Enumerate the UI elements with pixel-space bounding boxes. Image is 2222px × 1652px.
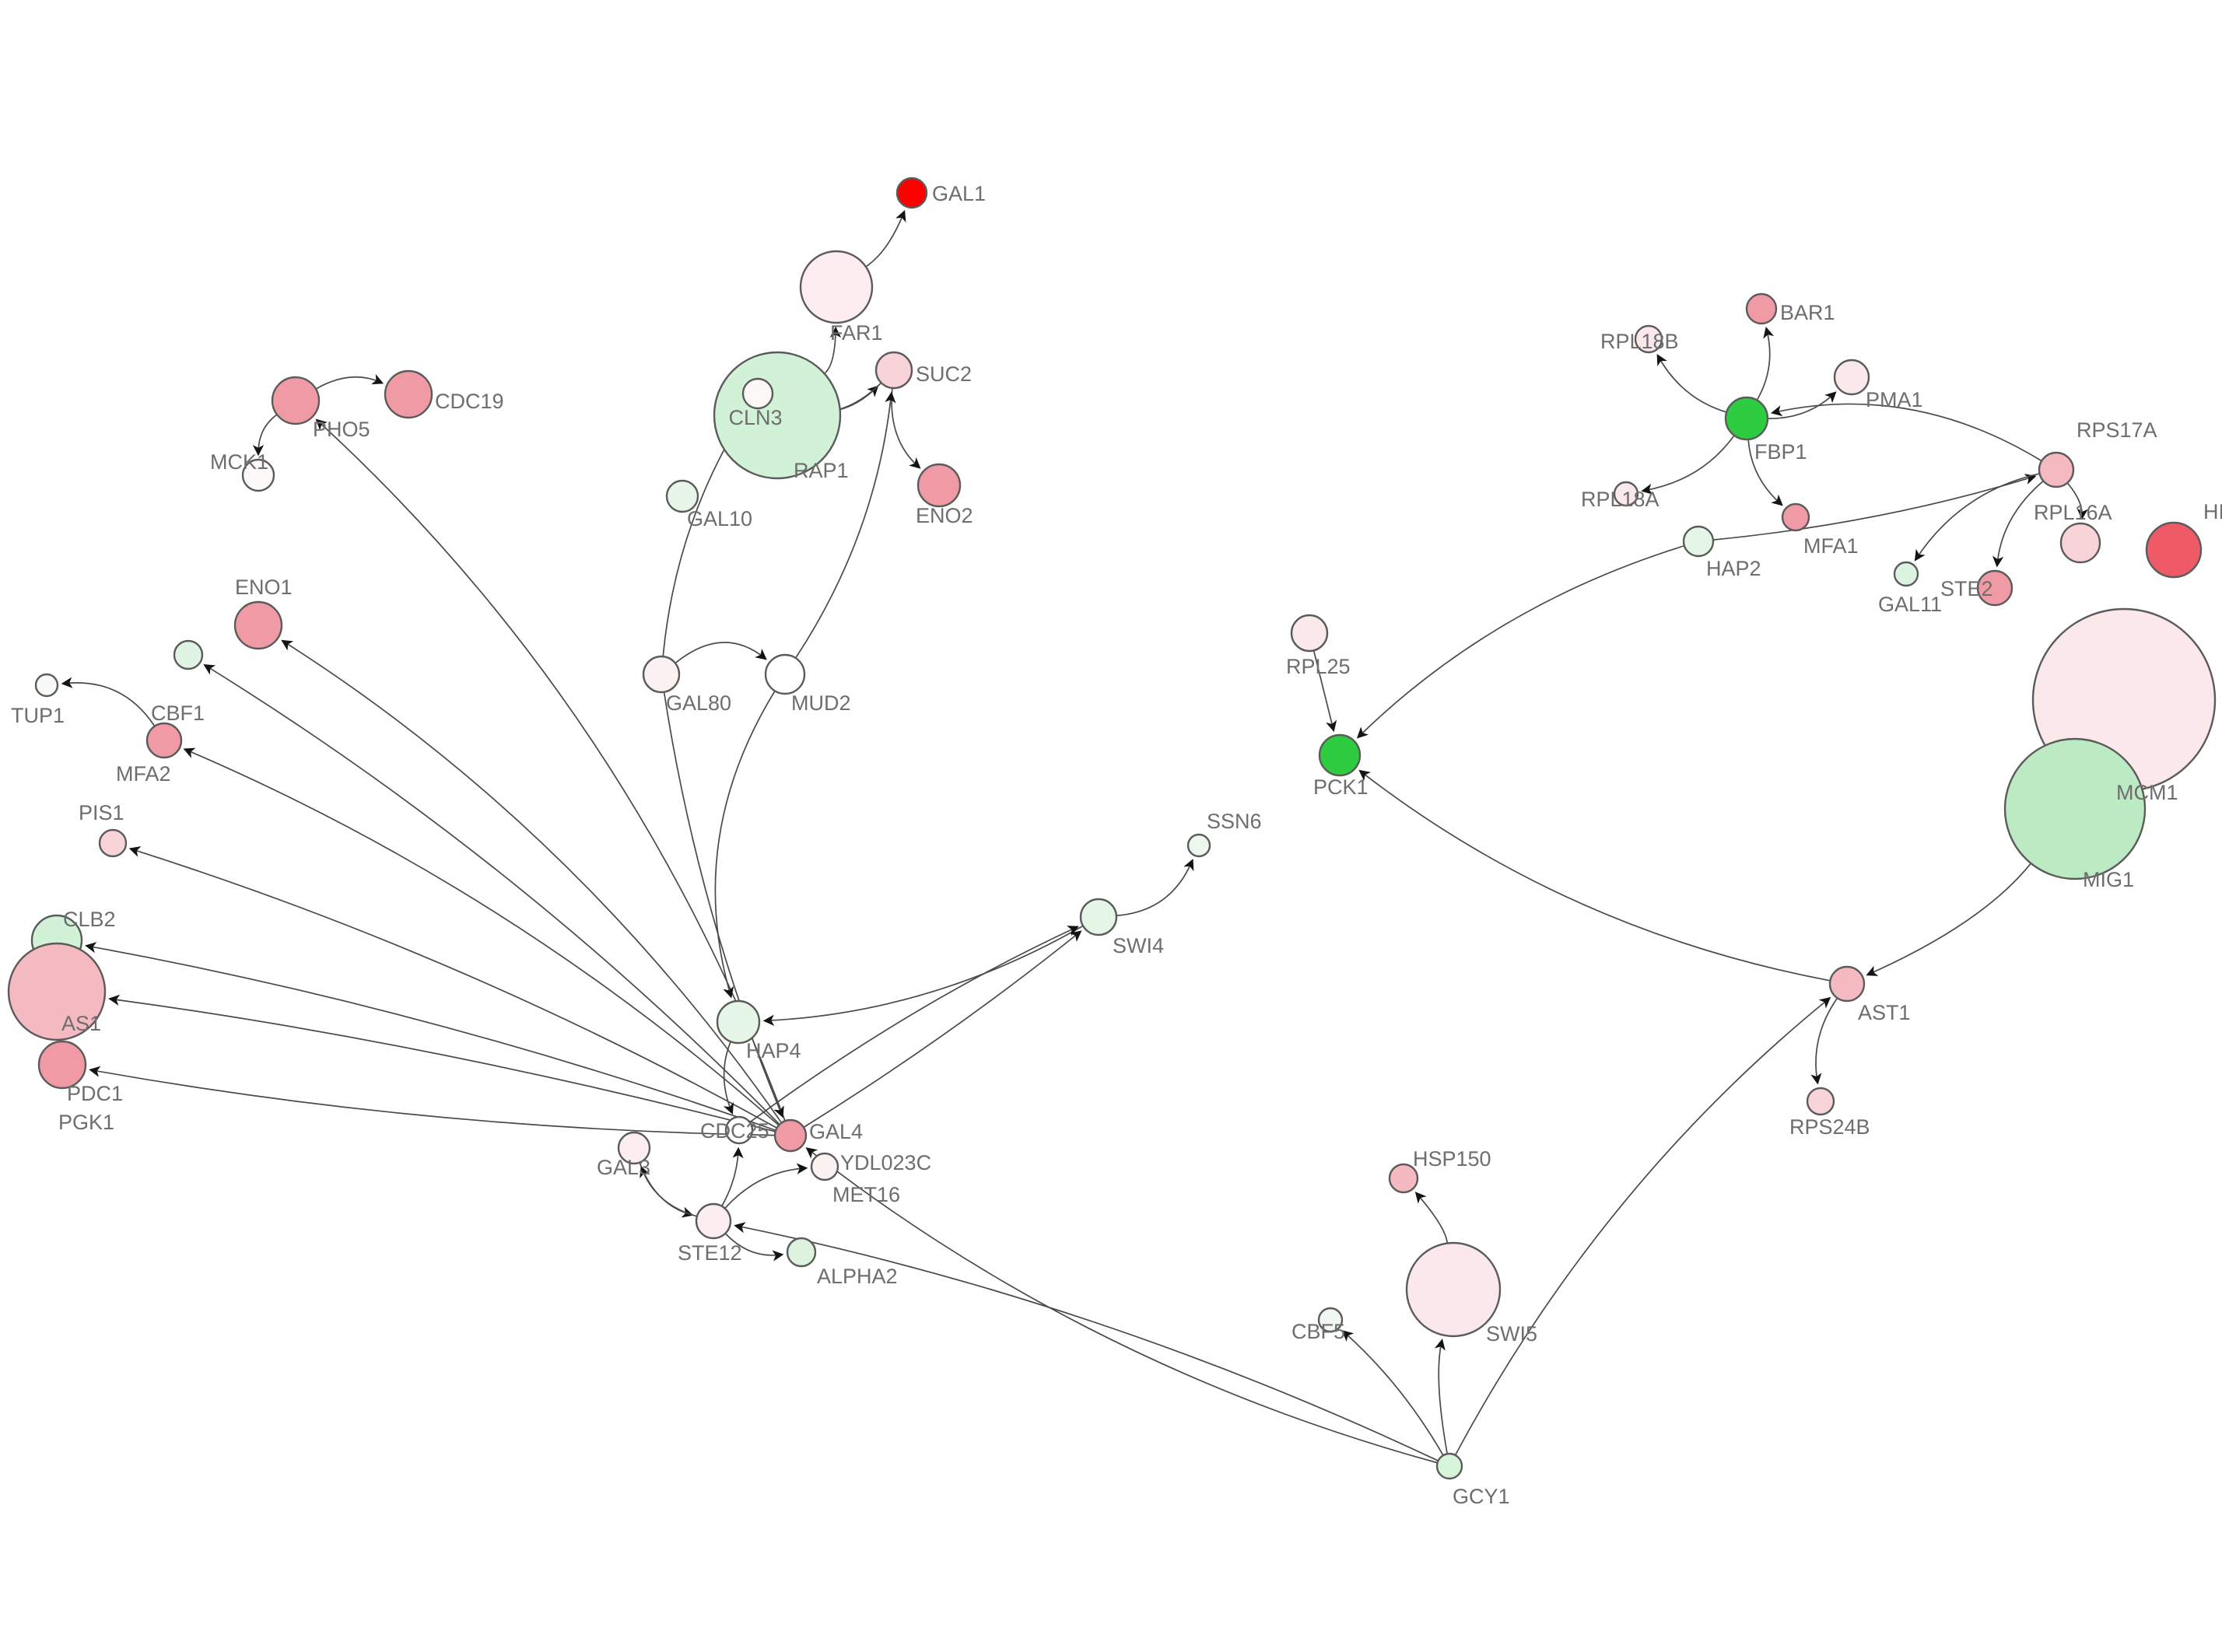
svg-text:STE12: STE12 — [678, 1241, 742, 1265]
svg-text:STE2: STE2 — [1940, 577, 1993, 600]
svg-text:CBF1: CBF1 — [151, 702, 205, 725]
svg-text:RPL18A: RPL18A — [1581, 488, 1659, 511]
svg-text:HAP4: HAP4 — [746, 1039, 801, 1062]
svg-text:PHO5: PHO5 — [313, 418, 370, 441]
svg-text:PCK1: PCK1 — [1313, 775, 1369, 799]
svg-text:YDL023C: YDL023C — [840, 1151, 931, 1174]
svg-text:RPL18B: RPL18B — [1600, 330, 1679, 353]
svg-text:MFA2: MFA2 — [116, 762, 171, 786]
svg-text:CLB2: CLB2 — [63, 908, 116, 931]
svg-text:FAR1: FAR1 — [830, 321, 883, 345]
svg-text:GAL11: GAL11 — [1878, 593, 1942, 616]
svg-text:MFA1: MFA1 — [1803, 534, 1859, 558]
svg-text:MIG1: MIG1 — [2083, 868, 2134, 891]
svg-text:RPS17A: RPS17A — [2077, 418, 2157, 442]
svg-text:MET16: MET16 — [832, 1183, 900, 1206]
svg-text:GAL4: GAL4 — [809, 1120, 863, 1143]
svg-text:PGK1: PGK1 — [58, 1111, 114, 1134]
svg-text:RPS24B: RPS24B — [1789, 1115, 1870, 1139]
svg-text:GAL1: GAL1 — [932, 182, 986, 205]
svg-text:BAR1: BAR1 — [1780, 301, 1835, 324]
svg-text:FBP1: FBP1 — [1754, 440, 1807, 464]
svg-text:SWI5: SWI5 — [1486, 1322, 1537, 1346]
svg-text:GCY1: GCY1 — [1453, 1485, 1510, 1508]
svg-text:HSP150: HSP150 — [1413, 1147, 1491, 1171]
svg-text:GAL80: GAL80 — [666, 691, 731, 715]
svg-text:CDC25: CDC25 — [700, 1119, 769, 1143]
svg-text:GAL10: GAL10 — [687, 507, 752, 530]
svg-text:SSN6: SSN6 — [1207, 810, 1262, 833]
svg-text:ENO1: ENO1 — [235, 576, 293, 599]
svg-text:PDC1: PDC1 — [67, 1082, 123, 1105]
svg-text:MCK1: MCK1 — [210, 450, 268, 474]
svg-text:ALPHA2: ALPHA2 — [817, 1265, 898, 1288]
svg-text:RAP1: RAP1 — [794, 459, 849, 482]
svg-text:AS1: AS1 — [61, 1012, 101, 1035]
svg-text:AST1: AST1 — [1858, 1001, 1911, 1024]
svg-text:HAP2: HAP2 — [1706, 557, 1761, 580]
svg-text:RPL25: RPL25 — [1286, 655, 1351, 678]
svg-text:GAL3: GAL3 — [597, 1156, 650, 1179]
svg-text:PIS1: PIS1 — [79, 801, 124, 824]
svg-text:HIS4: HIS4 — [2203, 500, 2222, 523]
svg-text:MCM1: MCM1 — [2116, 781, 2178, 804]
svg-text:CLN3: CLN3 — [728, 406, 782, 429]
svg-text:PMA1: PMA1 — [1866, 388, 1923, 411]
svg-text:SWI4: SWI4 — [1113, 934, 1164, 957]
svg-text:SUC2: SUC2 — [916, 362, 972, 386]
svg-text:RPL16A: RPL16A — [2034, 501, 2112, 524]
svg-text:CBF5: CBF5 — [1291, 1320, 1345, 1343]
svg-text:MUD2: MUD2 — [791, 691, 851, 715]
svg-text:TUP1: TUP1 — [11, 704, 65, 727]
svg-text:ENO2: ENO2 — [916, 504, 973, 527]
svg-text:CDC19: CDC19 — [435, 390, 504, 413]
